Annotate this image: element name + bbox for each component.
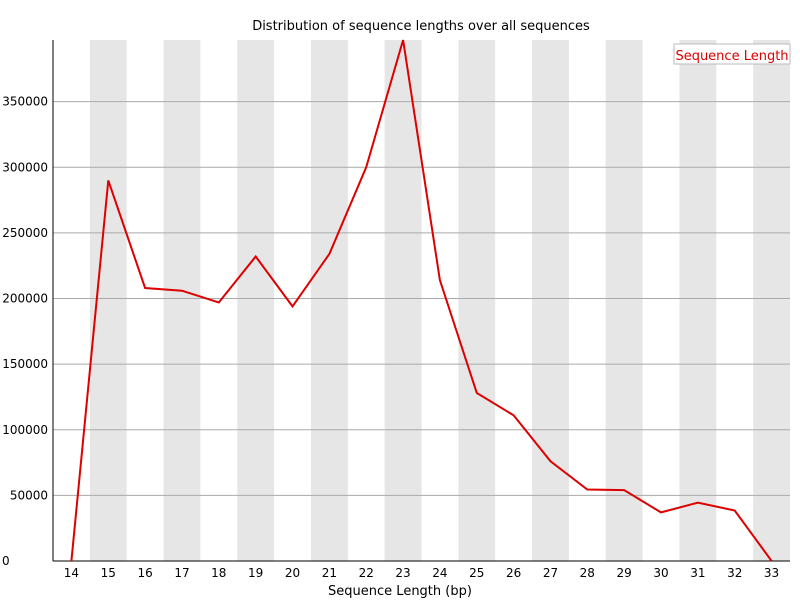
x-tick-label: 31 bbox=[690, 566, 705, 580]
y-tick-label: 350000 bbox=[2, 95, 48, 109]
y-tick-label: 100000 bbox=[2, 423, 48, 437]
x-tick-label: 17 bbox=[174, 566, 189, 580]
band-layer bbox=[89, 40, 790, 561]
legend-box bbox=[673, 43, 791, 65]
y-tick-layer: 0 50000 100000 150000 200000 250000 300000 3500… bbox=[2, 95, 48, 568]
x-tick-label: 14 bbox=[64, 566, 79, 580]
x-tick-label: 30 bbox=[653, 566, 668, 580]
y-tick-label: 0 bbox=[2, 554, 10, 568]
x-tick-label: 15 bbox=[101, 566, 116, 580]
background-band bbox=[532, 40, 569, 561]
y-tick-label: 250000 bbox=[2, 226, 48, 240]
x-tick-label: 22 bbox=[359, 566, 374, 580]
x-tick-label: 16 bbox=[137, 566, 152, 580]
x-tick-label: 24 bbox=[432, 566, 447, 580]
background-band bbox=[384, 40, 422, 561]
x-tick-label: 28 bbox=[580, 566, 595, 580]
x-tick-label: 20 bbox=[285, 566, 300, 580]
x-tick-label: 19 bbox=[248, 566, 263, 580]
legend-series-label: Sequence Length bbox=[675, 49, 788, 64]
y-tick-label: 200000 bbox=[2, 292, 48, 306]
y-tick-label: 300000 bbox=[2, 160, 48, 174]
x-tick-label: 32 bbox=[727, 566, 742, 580]
x-tick-label: 29 bbox=[617, 566, 632, 580]
axes-layer bbox=[52, 40, 790, 562]
x-tick-label: 33 bbox=[764, 566, 779, 580]
x-tick-label: 18 bbox=[211, 566, 226, 580]
x-tick-label: 25 bbox=[469, 566, 484, 580]
background-band bbox=[458, 40, 496, 561]
series-line bbox=[70, 39, 773, 562]
x-tick-label: 26 bbox=[506, 566, 521, 580]
background-band bbox=[89, 40, 127, 561]
y-tick-label: 50000 bbox=[10, 488, 48, 502]
background-band bbox=[163, 40, 201, 561]
x-tick-label: 21 bbox=[322, 566, 337, 580]
series-layer bbox=[70, 39, 773, 562]
background-band bbox=[605, 40, 643, 561]
background-band bbox=[753, 40, 790, 561]
legend: Sequence Length bbox=[673, 43, 791, 65]
x-axis-label: Sequence Length (bp) bbox=[328, 584, 472, 599]
background-band bbox=[310, 40, 348, 561]
x-tick-label: 27 bbox=[543, 566, 558, 580]
gridline-layer bbox=[53, 101, 790, 496]
x-tick-layer: 14 15 16 17 18 19 20 21 22 23 24 25 26 27 28 29 30 31 32 33 bbox=[64, 566, 779, 580]
background-band bbox=[237, 40, 275, 561]
x-tick-label: 23 bbox=[395, 566, 410, 580]
y-tick-label: 150000 bbox=[2, 357, 48, 371]
background-band bbox=[679, 40, 717, 561]
chart-title: Distribution of sequence lengths over al… bbox=[252, 19, 590, 34]
